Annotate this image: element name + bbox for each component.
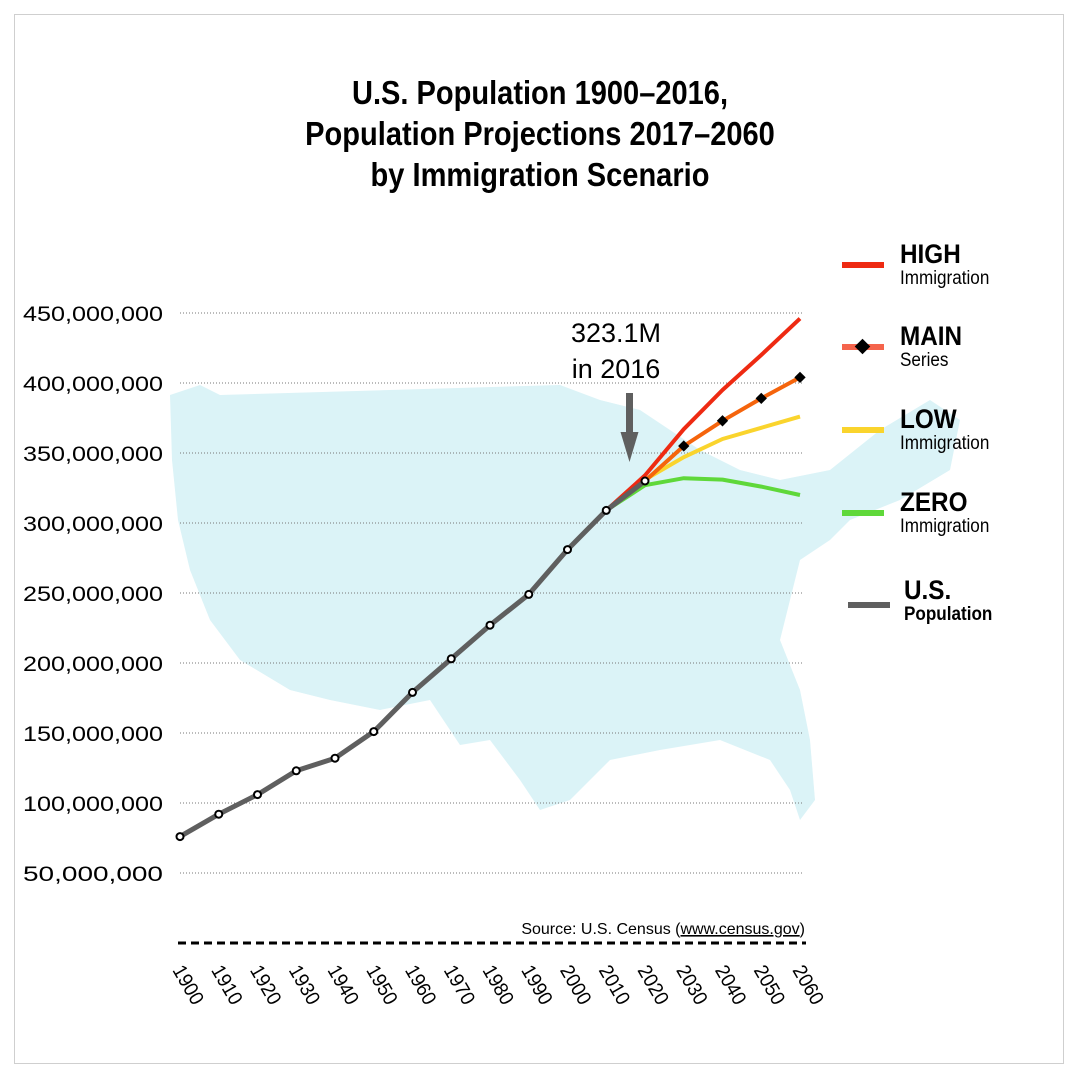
x-tick-label: 1930 (284, 962, 324, 1009)
annotation-text: 323.1M (571, 318, 661, 348)
data-point-us (253, 790, 262, 800)
series-line-high (604, 317, 802, 512)
legend-text: U.S. Population (904, 572, 1002, 626)
annotation-text: in 2016 (572, 354, 661, 384)
x-tick-label: 1920 (245, 962, 285, 1009)
x-tick-label: 1960 (400, 962, 440, 1009)
data-point-us (291, 766, 301, 776)
x-tick-label: 2010 (594, 962, 634, 1009)
y-tick-label: 350,000,000 (23, 443, 163, 466)
y-tick-label: 150,000,000 (23, 723, 163, 746)
data-point-us (175, 832, 185, 842)
title-line-3: by Immigration Scenario (370, 156, 710, 193)
data-point-main (716, 415, 729, 427)
legend-sublabel: Immigration (900, 516, 990, 537)
legend-label: LOW (900, 404, 957, 434)
y-tick-label: 450,000,000 (23, 303, 163, 326)
x-tick-label: 2060 (788, 962, 828, 1009)
x-tick-label: 2050 (749, 962, 789, 1009)
data-point-us (524, 589, 534, 599)
legend-label: MAIN (900, 321, 963, 351)
legend-sublabel: Population (904, 604, 993, 625)
series-line-zero (605, 476, 801, 513)
data-point-us (563, 545, 572, 555)
y-tick-label: 100,000,000 (23, 793, 163, 816)
legend-swatch (842, 427, 884, 433)
data-point-main (794, 371, 806, 384)
us-map-background (170, 385, 960, 820)
data-point-us (601, 505, 611, 515)
annotation-arrow-shaft (626, 393, 633, 433)
source-text-end: ) (800, 921, 805, 938)
legend-label: U.S. (904, 575, 952, 605)
x-tick-label: 1900 (168, 962, 208, 1009)
data-point-us (640, 476, 650, 486)
data-point-main (678, 440, 690, 452)
legend-swatch (848, 602, 890, 608)
annotation-arrow-head (620, 432, 639, 462)
chart-frame (14, 14, 1064, 1064)
legend-text: LOW Immigration (900, 405, 999, 455)
x-tick-label: 1980 (478, 962, 518, 1009)
source-note: Source: U.S. Census (www.census.gov) (521, 921, 805, 938)
x-tick-label: 2040 (710, 962, 750, 1009)
legend-swatch (842, 510, 884, 516)
data-point-us (485, 620, 495, 630)
data-point-us (369, 727, 379, 737)
legend-sublabel: Immigration (900, 433, 990, 454)
legend-label: ZERO (900, 487, 968, 517)
data-point-us (330, 753, 340, 763)
y-tick-label: 50,000,000 (23, 863, 163, 886)
title-line-1: U.S. Population 1900–2016, (351, 74, 729, 111)
data-point-us (446, 654, 456, 664)
legend-label: HIGH (900, 239, 961, 269)
x-tick-label: 1950 (361, 962, 401, 1009)
title-line-2: Population Projections 2017–2060 (305, 115, 775, 152)
data-point-main (755, 392, 767, 405)
y-tick-label: 250,000,000 (23, 583, 163, 606)
x-tick-label: 1990 (516, 962, 556, 1009)
data-point-us (214, 809, 224, 819)
y-tick-label: 400,000,000 (23, 373, 163, 396)
x-tick-label: 1910 (206, 962, 246, 1009)
data-point-us (408, 687, 417, 697)
legend-text: HIGH Immigration (900, 240, 999, 290)
source-link[interactable]: www.census.gov (680, 921, 800, 938)
legend-text: MAIN Series (900, 322, 969, 372)
y-tick-label: 200,000,000 (23, 653, 163, 676)
chart-title: U.S. Population 1900–2016, Population Pr… (65, 72, 1015, 195)
x-tick-label: 1970 (439, 962, 479, 1009)
x-tick-label: 1940 (323, 962, 363, 1009)
x-tick-label: 2020 (633, 962, 673, 1009)
x-tick-label: 2000 (555, 962, 595, 1009)
y-tick-label: 300,000,000 (23, 513, 163, 536)
legend-swatch (842, 262, 884, 268)
legend-text: ZERO Immigration (900, 488, 999, 538)
legend-sublabel: Immigration (900, 268, 990, 289)
x-tick-label: 2030 (671, 962, 711, 1009)
source-text: Source: U.S. Census ( (521, 921, 681, 938)
legend-sublabel: Series (900, 350, 949, 371)
